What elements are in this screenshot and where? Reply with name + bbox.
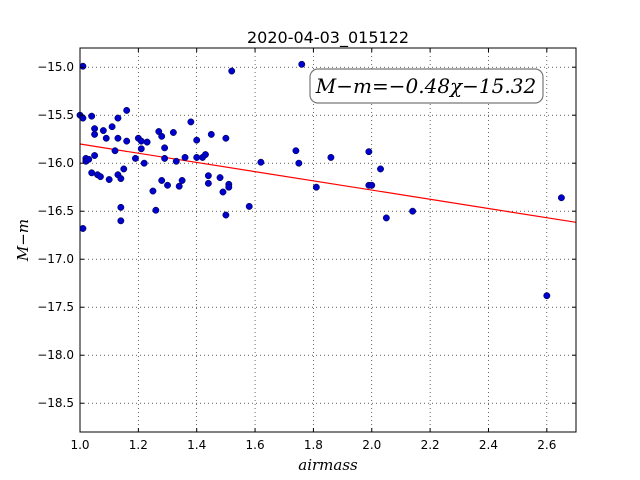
x-tick-label: 2.0 bbox=[362, 438, 381, 452]
data-point bbox=[172, 157, 180, 165]
data-point bbox=[377, 165, 384, 173]
y-tick-label: −17.0 bbox=[37, 252, 74, 266]
data-point bbox=[228, 67, 236, 75]
data-point bbox=[114, 134, 122, 142]
data-point bbox=[193, 153, 201, 161]
data-point bbox=[327, 153, 335, 161]
data-point bbox=[312, 183, 320, 191]
data-point bbox=[88, 112, 96, 120]
data-point bbox=[137, 145, 145, 153]
data-point bbox=[152, 206, 160, 214]
data-point bbox=[164, 181, 171, 189]
fit-equation-box: M−m=−0.48χ−15.32 bbox=[309, 68, 544, 104]
y-tick-label: −18.0 bbox=[37, 348, 74, 362]
data-point bbox=[181, 153, 189, 161]
y-tick-label: −15.5 bbox=[37, 108, 74, 122]
data-point bbox=[161, 154, 169, 162]
x-tick-label: 2.6 bbox=[537, 438, 556, 452]
x-axis-label: airmass bbox=[298, 456, 358, 474]
data-point bbox=[79, 62, 87, 70]
data-point bbox=[207, 130, 215, 138]
data-point bbox=[108, 123, 116, 131]
data-point bbox=[219, 188, 227, 196]
y-tick-label: −16.5 bbox=[37, 204, 74, 218]
plot-area-frame bbox=[79, 47, 577, 433]
y-tick-label: −17.5 bbox=[37, 300, 74, 314]
x-tick-label: 1.2 bbox=[129, 438, 148, 452]
data-point bbox=[117, 217, 125, 225]
data-point bbox=[114, 114, 122, 122]
data-point bbox=[193, 136, 201, 144]
data-point bbox=[117, 203, 125, 211]
data-point bbox=[178, 177, 186, 184]
axis-ticks: 1.0 1.2 1.4 1.6 1.8 2.0 2.2 2.4 2.6 −15.0 −15.5 −16… bbox=[37, 48, 576, 452]
data-point bbox=[409, 207, 417, 215]
y-tick-label: −18.5 bbox=[37, 396, 74, 410]
data-point bbox=[222, 211, 230, 219]
data-point bbox=[292, 147, 300, 155]
data-point bbox=[140, 159, 148, 167]
data-point bbox=[158, 132, 166, 140]
data-point bbox=[105, 176, 113, 183]
data-point bbox=[161, 144, 169, 152]
grid bbox=[80, 48, 576, 432]
data-point bbox=[85, 155, 93, 163]
data-point bbox=[175, 182, 183, 190]
data-point bbox=[137, 137, 145, 145]
data-point bbox=[158, 177, 166, 184]
data-point bbox=[79, 114, 87, 122]
data-point bbox=[131, 154, 139, 162]
data-point bbox=[365, 148, 373, 156]
data-point bbox=[543, 292, 551, 300]
data-point bbox=[222, 134, 230, 142]
data-point bbox=[88, 169, 96, 177]
x-tick-label: 2.4 bbox=[479, 438, 498, 452]
data-point bbox=[117, 175, 125, 183]
data-point bbox=[245, 202, 253, 210]
data-point bbox=[143, 138, 151, 146]
data-point bbox=[257, 158, 265, 166]
chart-title: 2020-04-03_015122 bbox=[247, 28, 409, 48]
data-point bbox=[99, 127, 107, 135]
data-point bbox=[216, 174, 224, 182]
fit-equation-frame bbox=[309, 68, 544, 104]
data-point bbox=[123, 106, 131, 114]
data-point bbox=[295, 159, 303, 167]
fit-equation-label: M−m=−0.48χ−15.32 bbox=[315, 74, 536, 98]
data-point bbox=[79, 225, 87, 232]
data-point bbox=[557, 194, 565, 202]
data-point bbox=[149, 187, 157, 195]
y-axis-label: M−m bbox=[14, 219, 32, 262]
data-point bbox=[102, 134, 110, 142]
data-point bbox=[225, 183, 233, 191]
data-point bbox=[204, 172, 212, 180]
x-tick-label: 1.8 bbox=[304, 438, 323, 452]
data-point bbox=[91, 152, 99, 159]
y-tick-label: −15.0 bbox=[37, 60, 74, 74]
x-tick-label: 1.6 bbox=[246, 438, 265, 452]
data-point bbox=[96, 173, 104, 181]
data-point bbox=[204, 179, 212, 187]
data-point bbox=[91, 130, 99, 138]
data-point bbox=[91, 125, 99, 133]
data-point bbox=[111, 147, 119, 155]
data-point bbox=[123, 137, 131, 145]
x-tick-label: 1.4 bbox=[187, 438, 206, 452]
x-tick-label: 1.0 bbox=[70, 438, 89, 452]
data-point bbox=[298, 60, 306, 68]
data-point bbox=[202, 151, 209, 159]
y-tick-label: −16.0 bbox=[37, 156, 74, 170]
data-points bbox=[76, 60, 565, 300]
data-point bbox=[382, 214, 390, 222]
data-point bbox=[120, 165, 128, 173]
data-point bbox=[169, 129, 177, 136]
x-tick-label: 2.2 bbox=[421, 438, 440, 452]
data-point bbox=[368, 181, 376, 189]
data-point bbox=[187, 118, 195, 126]
